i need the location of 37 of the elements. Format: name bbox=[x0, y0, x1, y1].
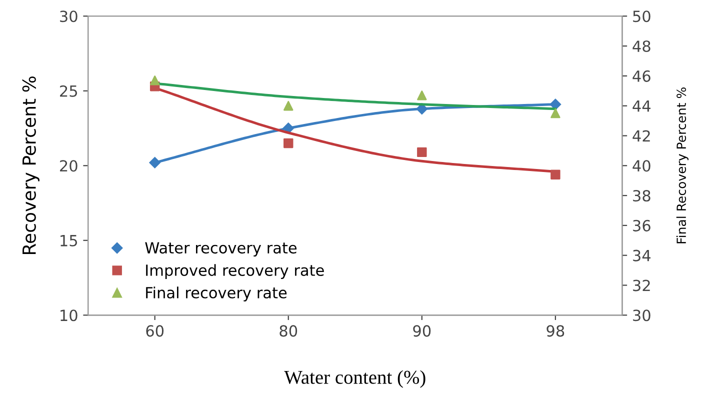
point bbox=[550, 108, 560, 118]
y2-tick-label: 42 bbox=[632, 130, 650, 142]
y-tick-label: 20 bbox=[60, 160, 78, 172]
point bbox=[417, 147, 427, 158]
point bbox=[284, 100, 294, 111]
point bbox=[282, 122, 294, 134]
y-tick-label: 30 bbox=[60, 10, 78, 22]
point bbox=[416, 103, 428, 114]
y2-tick-label: 36 bbox=[633, 220, 650, 232]
x-tick-label: 80 bbox=[280, 325, 298, 337]
y2-tick-label: 34 bbox=[633, 250, 651, 262]
y2-tick-label: 38 bbox=[633, 190, 650, 202]
x-axis-title: Water content (%) bbox=[284, 370, 426, 388]
y2-tick-label: 46 bbox=[632, 70, 650, 82]
point bbox=[149, 157, 160, 168]
y2-tick-label: 32 bbox=[633, 280, 650, 292]
y2-tick-label: 50 bbox=[633, 10, 650, 22]
x-tick-label: 60 bbox=[146, 325, 164, 337]
point bbox=[550, 98, 562, 110]
y2-tick-label: 40 bbox=[632, 160, 650, 172]
y2-tick-label: 30 bbox=[633, 310, 650, 322]
point bbox=[150, 76, 160, 86]
legend-label: Water recovery rate bbox=[145, 242, 297, 257]
y2-tick-label: 44 bbox=[632, 100, 651, 112]
x-tick-label: 90 bbox=[413, 325, 431, 337]
legend-label: Improved recovery rate bbox=[146, 264, 324, 279]
y-tick-label: 10 bbox=[60, 310, 78, 322]
y-tick-label: 15 bbox=[60, 235, 78, 246]
y-tick-label: 25 bbox=[60, 85, 78, 97]
point bbox=[284, 138, 294, 148]
y2-axis-title: Final Recovery Percent % bbox=[676, 88, 688, 244]
x-tick-label: 98 bbox=[546, 325, 564, 337]
point bbox=[417, 90, 427, 100]
legend-label: Final recovery rate bbox=[146, 286, 287, 302]
point bbox=[550, 170, 560, 180]
y2-tick-label: 48 bbox=[632, 40, 650, 52]
y-axis-title: Recovery Percent % bbox=[22, 76, 40, 254]
